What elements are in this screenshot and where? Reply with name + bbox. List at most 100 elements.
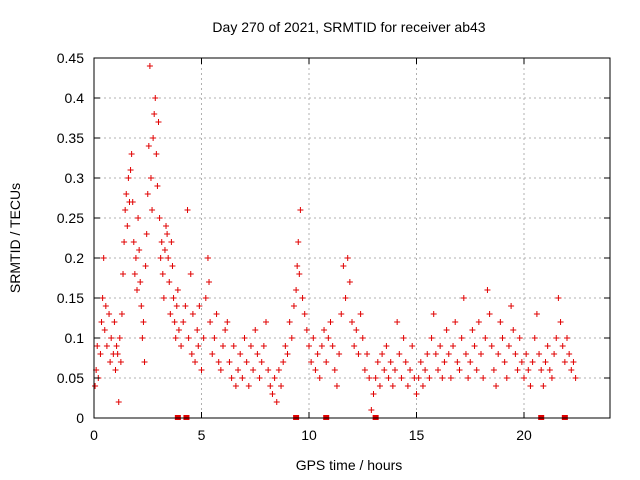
- data-point: [340, 263, 347, 269]
- data-point: [312, 367, 319, 373]
- data-point: [103, 343, 110, 349]
- data-point: [175, 327, 182, 333]
- data-point: [155, 119, 162, 125]
- data-point: [182, 303, 189, 309]
- data-point: [121, 239, 128, 245]
- data-point: [209, 351, 216, 357]
- data-point: [465, 375, 472, 381]
- data-point: [171, 319, 178, 325]
- data-point: [258, 359, 265, 365]
- data-point: [168, 239, 175, 245]
- data-point: [387, 359, 394, 365]
- data-point: [471, 343, 478, 349]
- x-tick-label: 20: [516, 427, 532, 443]
- data-point: [394, 319, 401, 325]
- data-point: [364, 351, 371, 357]
- data-point: [250, 367, 257, 373]
- x-axis-label: GPS time / hours: [296, 457, 403, 473]
- data-point: [357, 311, 364, 317]
- data-point: [263, 319, 269, 325]
- data-point: [202, 295, 209, 301]
- data-points: [92, 63, 579, 413]
- y-tick-label: 0.45: [57, 50, 84, 66]
- data-point: [318, 343, 325, 349]
- data-point: [536, 351, 543, 357]
- data-point: [188, 351, 195, 357]
- data-point: [523, 351, 530, 357]
- data-point: [124, 223, 131, 229]
- data-point: [424, 351, 431, 357]
- data-point: [275, 367, 282, 373]
- data-point: [452, 319, 459, 325]
- y-tick-label: 0.05: [57, 370, 84, 386]
- data-point: [521, 375, 527, 381]
- data-point: [359, 335, 366, 341]
- data-point: [163, 223, 170, 229]
- data-point: [101, 327, 108, 333]
- data-point: [441, 359, 448, 365]
- data-point: [189, 311, 196, 317]
- data-point: [342, 295, 349, 301]
- data-point: [172, 335, 179, 341]
- data-point: [113, 343, 120, 349]
- data-point: [254, 351, 261, 357]
- data-point: [308, 359, 315, 365]
- data-point: [516, 335, 523, 341]
- data-point: [114, 351, 121, 357]
- data-point: [430, 311, 437, 317]
- data-point: [138, 303, 145, 309]
- data-point: [211, 335, 218, 341]
- data-point: [213, 311, 220, 317]
- data-point: [314, 351, 321, 357]
- data-point: [488, 343, 495, 349]
- data-point: [376, 383, 383, 389]
- data-point: [92, 383, 99, 389]
- data-point: [415, 375, 422, 381]
- data-point: [355, 351, 362, 357]
- x-tick-label: 0: [90, 427, 98, 443]
- data-point: [333, 383, 340, 389]
- data-point: [529, 359, 536, 365]
- data-point: [544, 343, 551, 349]
- data-point: [192, 359, 199, 365]
- y-tick-label: 0.3: [65, 170, 85, 186]
- data-point: [224, 319, 231, 325]
- data-point: [303, 327, 310, 333]
- data-point: [353, 327, 360, 333]
- data-point: [128, 151, 135, 157]
- data-point: [98, 319, 105, 325]
- data-point: [460, 295, 467, 301]
- data-point: [327, 319, 334, 325]
- data-point: [194, 327, 201, 333]
- data-point: [445, 351, 452, 357]
- data-point: [132, 255, 139, 261]
- data-point: [230, 343, 237, 349]
- x-tick-label: 15: [409, 427, 425, 443]
- plot-frame: [93, 57, 611, 419]
- data-point: [131, 271, 138, 277]
- data-point: [443, 327, 450, 333]
- data-point: [351, 343, 358, 349]
- data-point: [280, 359, 287, 365]
- data-point: [450, 343, 457, 349]
- data-point: [111, 319, 118, 325]
- data-point: [398, 375, 405, 381]
- data-point: [149, 207, 156, 213]
- data-point: [551, 351, 558, 357]
- data-point: [235, 367, 242, 373]
- data-point: [478, 351, 484, 357]
- data-point: [435, 367, 441, 373]
- data-point: [413, 391, 420, 397]
- data-point: [325, 335, 332, 341]
- data-point: [316, 375, 323, 381]
- data-point: [514, 367, 521, 373]
- data-point: [159, 271, 166, 277]
- data-point: [368, 407, 375, 413]
- data-point: [482, 335, 489, 341]
- data-point: [538, 367, 545, 373]
- data-point: [282, 343, 289, 349]
- data-point: [321, 327, 328, 333]
- data-point: [462, 351, 469, 357]
- data-point: [136, 247, 143, 253]
- data-point: [346, 279, 353, 285]
